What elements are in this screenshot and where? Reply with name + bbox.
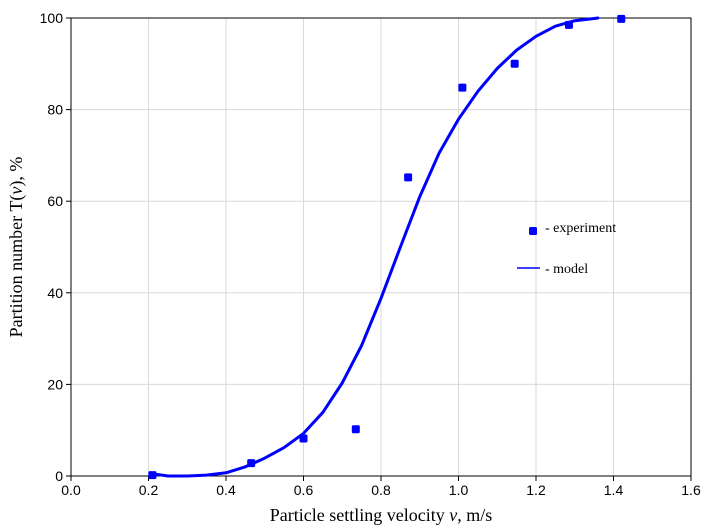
x-axis-title-unit: , m/s <box>457 505 492 525</box>
x-tick-label: 0.4 <box>216 482 236 498</box>
grid <box>71 18 691 476</box>
x-tick-label: 1.2 <box>526 482 546 498</box>
model-line <box>150 16 600 478</box>
x-tick-label: 0.2 <box>139 482 159 498</box>
x-tick-label: 1.4 <box>604 482 624 498</box>
data-point <box>458 83 467 92</box>
legend-marker-experiment <box>529 227 537 235</box>
axis-ticks: 0.0 0.2 0.4 0.6 0.8 1.0 1.2 1.4 1.6 0 20 40 60 80 100 <box>40 10 701 498</box>
data-point <box>564 20 573 29</box>
x-tick-label: 0.6 <box>294 482 314 498</box>
x-axis-title-variable: v <box>449 505 457 525</box>
data-point <box>617 14 626 23</box>
x-axis-title-text: Particle settling velocity <box>270 505 449 525</box>
model-series <box>150 16 600 478</box>
x-axis-title: Particle settling velocity v, m/s <box>270 505 492 525</box>
legend-label-model: - model <box>545 262 588 277</box>
legend-label-experiment: - experiment <box>545 221 616 236</box>
data-point <box>404 173 413 182</box>
y-tick-label: 80 <box>47 102 63 118</box>
x-tick-label: 1.6 <box>681 482 701 498</box>
x-tick-label: 1.0 <box>449 482 469 498</box>
y-tick-label: 60 <box>47 193 63 209</box>
data-point <box>351 425 360 434</box>
data-point <box>299 434 308 443</box>
y-axis-title-variable: v <box>6 187 26 195</box>
x-tick-label: 0.0 <box>61 482 81 498</box>
legend: - experiment - model <box>517 221 616 277</box>
y-tick-label: 20 <box>47 376 63 392</box>
data-point <box>148 471 157 480</box>
data-point <box>247 459 256 468</box>
data-point <box>510 59 519 68</box>
y-axis-title-text: Partition number T( <box>6 195 27 338</box>
x-tick-label: 0.8 <box>371 482 391 498</box>
y-axis-title-unit: ), % <box>6 157 27 187</box>
y-tick-label: 100 <box>40 10 64 26</box>
experiment-series <box>148 14 626 480</box>
y-tick-label: 0 <box>55 468 63 484</box>
y-tick-label: 40 <box>47 285 63 301</box>
y-axis-title: Partition number T(v), % <box>6 157 27 338</box>
